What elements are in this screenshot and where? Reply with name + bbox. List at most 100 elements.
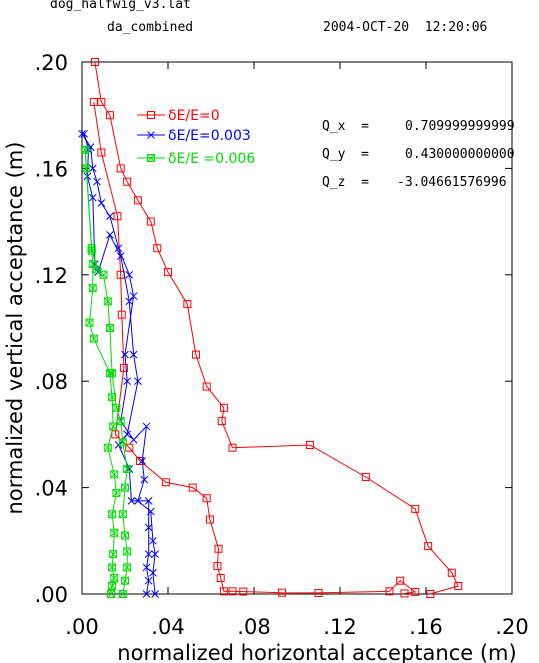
data-point-0	[161, 478, 170, 487]
data-point-1	[151, 550, 159, 558]
data-point-0	[202, 494, 211, 503]
data-point-1	[123, 430, 132, 439]
data-point-0	[411, 504, 420, 513]
data-point-1	[127, 497, 136, 505]
data-point-1	[144, 576, 153, 585]
data-point-2	[123, 563, 132, 572]
y-tick-label: .16	[35, 157, 68, 181]
data-point-0	[400, 589, 409, 598]
data-point-2	[103, 443, 112, 452]
x-tick-label: .04	[151, 615, 184, 639]
x-tick-label: .20	[495, 615, 528, 639]
data-point-2	[108, 393, 117, 402]
qy-label: Q_y =	[322, 147, 369, 162]
data-point-0	[97, 97, 106, 106]
data-point-1	[121, 350, 129, 359]
data-point-1	[80, 129, 89, 138]
data-point-2	[108, 510, 117, 519]
data-point-2	[110, 470, 119, 479]
series-line-0	[93, 101, 417, 594]
x-tick-label: .08	[237, 615, 270, 639]
data-point-0	[228, 587, 237, 596]
data-point-0	[183, 300, 192, 309]
legend-label: δE/E =0.006	[168, 151, 255, 167]
y-tick-label: .20	[35, 51, 68, 75]
data-point-1	[125, 270, 134, 279]
data-point-2	[105, 324, 114, 332]
data-point-0	[411, 587, 420, 596]
data-point-1	[93, 177, 101, 186]
data-point-2	[103, 297, 112, 306]
data-point-1	[88, 164, 97, 173]
data-point-1	[116, 252, 125, 261]
x-tick-label: .16	[409, 615, 442, 639]
series-line-2	[84, 149, 117, 595]
data-point-1	[106, 231, 114, 239]
qy-value: 0.430000000000	[405, 147, 515, 162]
data-point-0	[117, 310, 126, 319]
data-point-2	[110, 528, 119, 537]
data-point-0	[90, 58, 99, 66]
data-point-1	[144, 497, 153, 505]
data-point-0	[191, 350, 200, 359]
series-line-1	[81, 133, 156, 595]
data-point-1	[88, 193, 97, 202]
data-point-2	[81, 145, 90, 154]
data-point-0	[305, 441, 314, 450]
data-point-0	[123, 177, 132, 186]
data-point-0	[113, 212, 122, 221]
data-point-2	[123, 547, 132, 556]
data-point-0	[426, 590, 435, 598]
data-point-0	[214, 544, 223, 553]
y-tick-label: .08	[35, 370, 68, 394]
data-point-0	[105, 111, 114, 120]
y-tick-label: .12	[35, 264, 68, 288]
legend-marker	[147, 154, 155, 162]
data-point-2	[109, 550, 118, 559]
plot-subtitle: da_combined	[107, 20, 194, 35]
plot-frame	[81, 61, 513, 595]
data-point-1	[125, 297, 134, 306]
data-point-2	[108, 582, 117, 591]
data-point-2	[82, 164, 91, 173]
data-point-0	[228, 443, 237, 452]
data-point-2	[118, 590, 127, 598]
data-point-2	[93, 265, 102, 274]
data-point-1	[142, 590, 151, 598]
data-point-0	[361, 472, 370, 481]
data-point-2	[118, 510, 127, 519]
qz-value: -3.04661576996	[397, 175, 507, 190]
data-point-1	[142, 422, 151, 431]
y-tick-label: .04	[35, 477, 68, 501]
data-point-1	[140, 475, 149, 484]
data-point-2	[108, 563, 117, 572]
y-axis-title: normalized vertical acceptance (m)	[3, 142, 27, 515]
data-point-2	[88, 260, 97, 269]
data-point-0	[277, 588, 286, 597]
data-point-2	[121, 576, 129, 585]
data-point-1	[142, 563, 151, 572]
data-point-0	[125, 443, 134, 452]
data-point-2	[109, 422, 118, 431]
data-point-0	[447, 568, 456, 577]
file-name: dog_halfwig_v3.lat	[50, 0, 191, 12]
data-point-0	[239, 587, 248, 596]
series-line-0	[94, 61, 459, 595]
data-point-2	[121, 483, 129, 492]
data-point-2	[87, 246, 96, 255]
qx-label: Q_x =	[322, 119, 369, 134]
data-point-0	[202, 382, 211, 391]
data-point-2	[112, 488, 121, 497]
legend-label: δE/E=0.003	[168, 128, 251, 144]
data-point-0	[136, 457, 145, 465]
legend-marker	[147, 131, 155, 139]
data-point-0	[164, 268, 172, 277]
data-point-2	[121, 531, 129, 540]
data-point-2	[105, 369, 114, 378]
data-point-2	[110, 574, 119, 583]
data-point-1	[151, 590, 159, 598]
data-point-0	[146, 217, 155, 226]
data-point-1	[138, 457, 147, 465]
data-point-0	[385, 587, 394, 596]
